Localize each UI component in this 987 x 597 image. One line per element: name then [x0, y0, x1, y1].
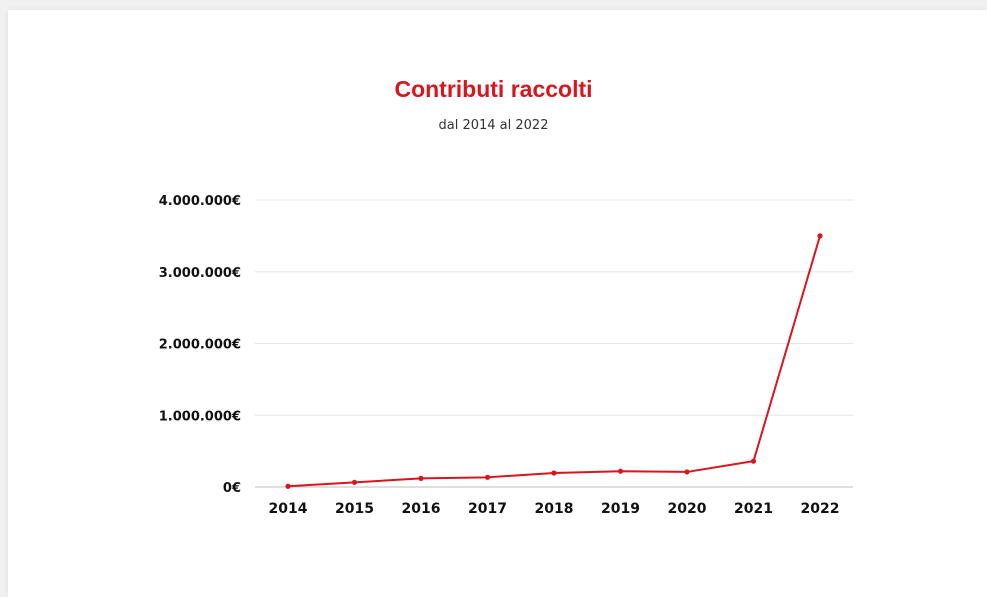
x-tick-label: 2019 [601, 501, 640, 517]
x-tick-label: 2021 [734, 501, 773, 517]
x-tick-label: 2014 [269, 501, 308, 517]
chart-subtitle: dal 2014 al 2022 [438, 118, 549, 133]
data-point [617, 468, 624, 474]
data-point [285, 483, 291, 489]
y-tick-label: 2.000.000€ [159, 338, 241, 353]
data-point [551, 470, 557, 476]
x-tick-label: 2017 [468, 501, 507, 517]
data-point [484, 474, 491, 480]
chart-title: Contributi raccolti [394, 76, 593, 102]
data-point [684, 469, 690, 475]
data-point [817, 233, 823, 239]
y-tick-label: 1.000.000€ [159, 409, 241, 424]
data-point [351, 479, 358, 485]
data-point [418, 475, 424, 481]
x-tick-label: 2020 [668, 501, 707, 517]
y-tick-label: 3.000.000€ [159, 266, 241, 281]
x-tick-label: 2015 [335, 501, 374, 517]
data-point [750, 458, 757, 464]
chart-card [8, 10, 987, 597]
x-tick-label: 2018 [535, 501, 574, 517]
y-tick-label: 0€ [223, 481, 241, 496]
series-line [287, 234, 821, 488]
x-tick-label: 2022 [801, 501, 840, 517]
x-tick-label: 2016 [402, 501, 441, 517]
y-tick-label: 4.000.000€ [159, 194, 241, 209]
